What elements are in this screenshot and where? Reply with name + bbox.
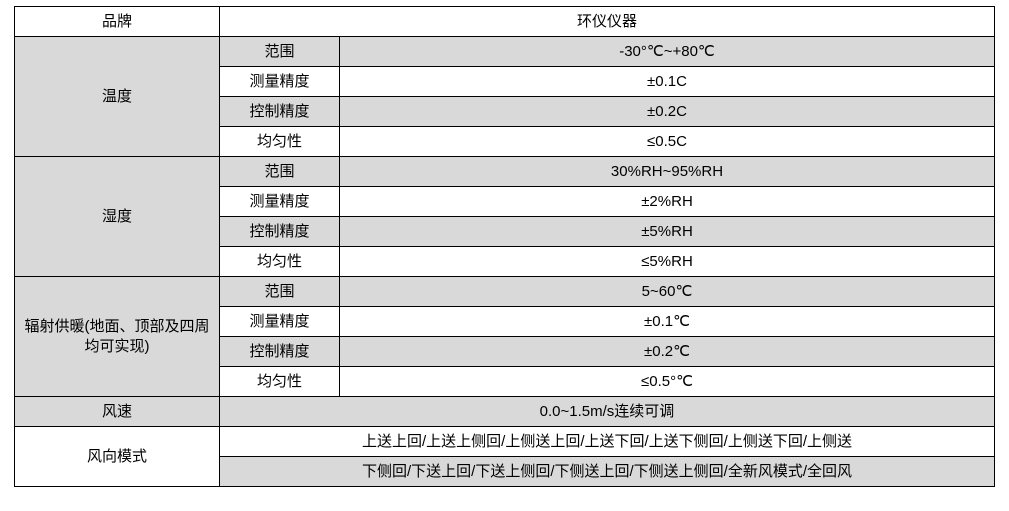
param-cell: 均匀性 bbox=[220, 127, 340, 157]
section-name-cell: 温度 bbox=[15, 37, 220, 157]
param-cell: 均匀性 bbox=[220, 247, 340, 277]
param-cell: 测量精度 bbox=[220, 307, 340, 337]
param-cell: 均匀性 bbox=[220, 367, 340, 397]
value-cell: ±0.2℃ bbox=[340, 337, 995, 367]
value-cell: ≤0.5C bbox=[340, 127, 995, 157]
value-cell: ≤0.5°℃ bbox=[340, 367, 995, 397]
value-cell: ±0.1C bbox=[340, 67, 995, 97]
param-cell: 范围 bbox=[220, 277, 340, 307]
section-name-cell: 辐射供暖(地面、顶部及四周均可实现) bbox=[15, 277, 220, 397]
brand-value-cell: 环仪仪器 bbox=[220, 7, 995, 37]
value-cell: ±2%RH bbox=[340, 187, 995, 217]
table-row: 温度 范围 -30°℃~+80℃ bbox=[15, 37, 995, 67]
brand-label-cell: 品牌 bbox=[15, 7, 220, 37]
value-cell: -30°℃~+80℃ bbox=[340, 37, 995, 67]
wind-speed-row: 风速 0.0~1.5m/s连续可调 bbox=[15, 397, 995, 427]
table-row: 湿度 范围 30%RH~95%RH bbox=[15, 157, 995, 187]
param-cell: 控制精度 bbox=[220, 217, 340, 247]
wind-mode-label: 风向模式 bbox=[15, 427, 220, 487]
wind-mode-line2: 下侧回/下送上回/下送上侧回/下侧送上回/下侧送上侧回/全新风模式/全回风 bbox=[220, 457, 995, 487]
value-cell: ±0.1℃ bbox=[340, 307, 995, 337]
wind-mode-line1: 上送上回/上送上侧回/上侧送上回/上送下回/上送下侧回/上侧送下回/上侧送 bbox=[220, 427, 995, 457]
param-cell: 测量精度 bbox=[220, 67, 340, 97]
param-cell: 控制精度 bbox=[220, 337, 340, 367]
value-cell: 30%RH~95%RH bbox=[340, 157, 995, 187]
param-cell: 范围 bbox=[220, 157, 340, 187]
wind-mode-row-1: 风向模式 上送上回/上送上侧回/上侧送上回/上送下回/上送下侧回/上侧送下回/上… bbox=[15, 427, 995, 457]
param-cell: 控制精度 bbox=[220, 97, 340, 127]
wind-speed-label: 风速 bbox=[15, 397, 220, 427]
spec-table-container: 品牌 环仪仪器 温度 范围 -30°℃~+80℃ 测量精度 ±0.1C 控制精度… bbox=[0, 0, 1009, 493]
wind-speed-value: 0.0~1.5m/s连续可调 bbox=[220, 397, 995, 427]
spec-table: 品牌 环仪仪器 温度 范围 -30°℃~+80℃ 测量精度 ±0.1C 控制精度… bbox=[14, 6, 995, 487]
table-row: 辐射供暖(地面、顶部及四周均可实现) 范围 5~60℃ bbox=[15, 277, 995, 307]
value-cell: 5~60℃ bbox=[340, 277, 995, 307]
section-name-cell: 湿度 bbox=[15, 157, 220, 277]
value-cell: ≤5%RH bbox=[340, 247, 995, 277]
value-cell: ±0.2C bbox=[340, 97, 995, 127]
value-cell: ±5%RH bbox=[340, 217, 995, 247]
param-cell: 范围 bbox=[220, 37, 340, 67]
header-row: 品牌 环仪仪器 bbox=[15, 7, 995, 37]
param-cell: 测量精度 bbox=[220, 187, 340, 217]
